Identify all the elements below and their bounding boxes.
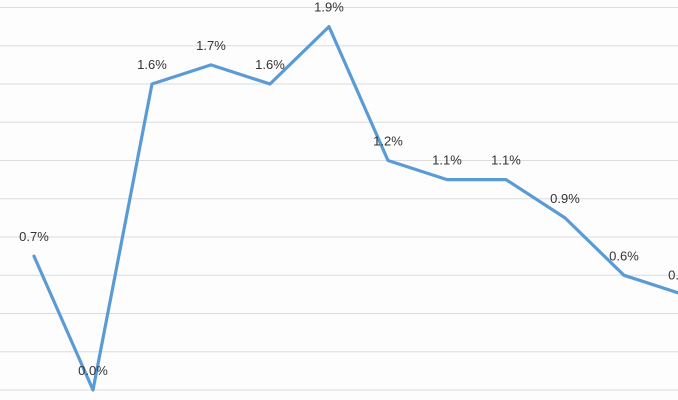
data-label: 0.9% [550,191,580,206]
data-label: 0.6% [609,248,639,263]
data-label: 1.1% [432,153,462,168]
data-label: 1.1% [491,153,521,168]
data-label: 1.6% [137,57,167,72]
data-label: 1.7% [196,38,226,53]
series-line [32,25,678,392]
data-label: 1.9% [314,0,344,15]
data-label: 0.5% [668,267,678,282]
data-label: 0.0% [78,363,108,378]
data-labels: 0.7% 0.0% 1.6% 1.7% 1.6% 1.9% 1.2% 1.1% 1.1% 0.9%… [19,0,678,378]
data-label: 1.6% [255,57,285,72]
gridlines [0,7,678,391]
data-label: 0.7% [19,229,49,244]
data-label: 1.2% [373,134,403,149]
